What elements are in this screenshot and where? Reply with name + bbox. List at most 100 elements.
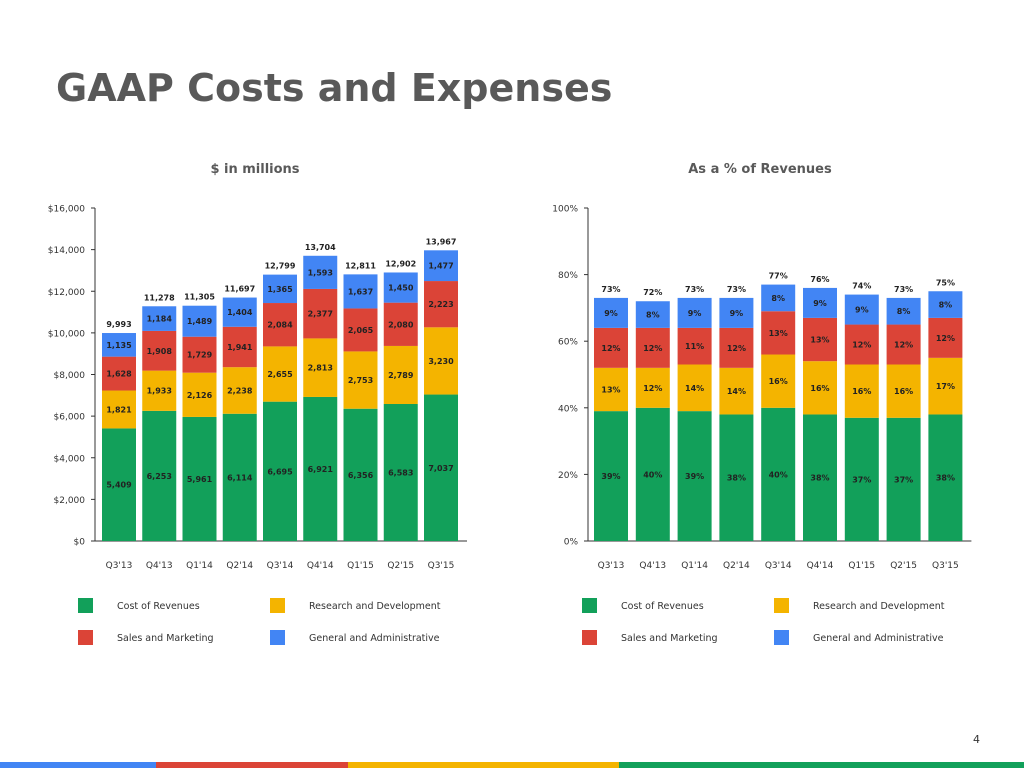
bar-segment bbox=[142, 330, 177, 371]
data-label: 5,409 bbox=[106, 481, 132, 490]
bar-segment bbox=[222, 326, 257, 368]
data-label: 39% bbox=[685, 472, 704, 481]
bar-segment bbox=[928, 357, 963, 415]
legend-swatch bbox=[270, 630, 285, 645]
total-label: 11,305 bbox=[184, 293, 215, 302]
data-label: 9% bbox=[604, 309, 618, 318]
footer-stripe-yellow bbox=[348, 762, 619, 768]
bar-segment bbox=[182, 372, 217, 417]
data-label: 13% bbox=[601, 385, 620, 394]
x-tick-label: Q2'15 bbox=[387, 561, 414, 571]
data-label: 1,933 bbox=[147, 387, 172, 396]
data-label: 39% bbox=[601, 472, 620, 481]
data-label: 37% bbox=[852, 475, 871, 484]
bar-segment bbox=[142, 410, 177, 541]
data-label: 9% bbox=[688, 309, 702, 318]
x-tick-label: Q4'13 bbox=[639, 561, 666, 571]
data-label: 9% bbox=[730, 309, 744, 318]
legend-swatch bbox=[582, 598, 597, 613]
x-tick-label: Q3'14 bbox=[765, 561, 792, 571]
y-tick-label: 0% bbox=[564, 538, 579, 548]
total-label: 12,811 bbox=[345, 261, 376, 270]
legend-label: Cost of Revenues bbox=[621, 601, 704, 612]
legend-label: General and Administrative bbox=[813, 633, 944, 644]
bar-segment bbox=[263, 303, 297, 347]
data-label: 12% bbox=[852, 341, 871, 350]
data-label: 1,628 bbox=[106, 370, 132, 379]
data-label: 2,753 bbox=[348, 376, 373, 385]
data-label: 1,184 bbox=[147, 315, 173, 324]
bar-segment bbox=[383, 345, 418, 404]
data-label: 2,126 bbox=[187, 391, 213, 400]
bar-segment bbox=[142, 370, 177, 411]
data-label: 9% bbox=[855, 306, 869, 315]
data-label: 6,921 bbox=[308, 465, 334, 474]
bar-segment bbox=[677, 297, 712, 328]
bar-segment bbox=[719, 367, 754, 415]
x-tick-label: Q3'14 bbox=[267, 561, 294, 571]
bar-segment bbox=[928, 317, 963, 358]
x-tick-label: Q3'13 bbox=[106, 561, 133, 571]
x-tick-label: Q2'15 bbox=[890, 561, 917, 571]
bar-segment bbox=[424, 250, 458, 282]
data-label: 37% bbox=[894, 475, 913, 484]
right-chart-title: As a % of Revenues bbox=[688, 162, 832, 177]
bar-segment bbox=[803, 414, 837, 541]
data-label: 16% bbox=[769, 377, 788, 386]
bar-segment bbox=[263, 401, 297, 541]
bar-segment bbox=[928, 291, 963, 318]
data-label: 2,080 bbox=[388, 320, 414, 329]
data-label: 38% bbox=[727, 474, 746, 483]
data-label: 2,377 bbox=[308, 310, 333, 319]
data-label: 14% bbox=[685, 384, 704, 393]
total-label: 73% bbox=[601, 285, 620, 294]
data-label: 1,821 bbox=[106, 405, 132, 414]
bar-segment bbox=[719, 414, 754, 541]
bar-segment bbox=[677, 411, 712, 541]
data-label: 1,365 bbox=[267, 285, 293, 294]
data-label: 2,084 bbox=[267, 321, 293, 330]
bar-segment bbox=[886, 297, 921, 325]
bar-segment bbox=[102, 428, 136, 541]
data-label: 8% bbox=[771, 294, 785, 303]
bar-segment bbox=[594, 327, 628, 368]
bar-segment bbox=[886, 417, 921, 541]
y-tick-label: 100% bbox=[552, 205, 578, 215]
bar-segment bbox=[803, 317, 837, 362]
x-tick-label: Q3'15 bbox=[428, 561, 455, 571]
data-label: 2,238 bbox=[227, 386, 253, 395]
bar-segment bbox=[343, 351, 378, 409]
bar-segment bbox=[928, 414, 963, 541]
legend-label: Research and Development bbox=[813, 601, 945, 612]
x-tick-label: Q4'14 bbox=[807, 561, 834, 571]
data-label: 6,114 bbox=[227, 473, 253, 482]
footer-stripe-red bbox=[156, 762, 348, 768]
legend-swatch bbox=[774, 630, 789, 645]
bar-segment bbox=[102, 333, 136, 357]
total-label: 72% bbox=[643, 288, 662, 297]
x-tick-label: Q2'14 bbox=[723, 561, 750, 571]
data-label: 5,961 bbox=[187, 475, 213, 484]
bar-segment bbox=[719, 327, 754, 368]
bar-segment bbox=[102, 356, 136, 391]
data-label: 1,637 bbox=[348, 287, 373, 296]
bar-segment bbox=[343, 408, 378, 541]
legend-swatch bbox=[582, 630, 597, 645]
data-label: 1,729 bbox=[187, 351, 213, 360]
data-label: 2,813 bbox=[308, 364, 333, 373]
data-label: 1,593 bbox=[308, 268, 333, 277]
bar-segment bbox=[263, 346, 297, 402]
y-tick-label: $6,000 bbox=[54, 413, 86, 423]
bar-segment bbox=[383, 403, 418, 541]
bar-segment bbox=[635, 301, 670, 328]
bar-segment bbox=[222, 413, 257, 541]
total-label: 11,278 bbox=[144, 293, 175, 302]
legend-label: Cost of Revenues bbox=[117, 601, 200, 612]
slide-title: GAAP Costs and Expenses bbox=[56, 66, 613, 110]
footer-stripe-green bbox=[619, 762, 1024, 768]
legend-swatch bbox=[78, 598, 93, 613]
data-label: 9% bbox=[813, 299, 827, 308]
y-tick-label: $14,000 bbox=[48, 246, 85, 256]
legend-label: General and Administrative bbox=[309, 633, 440, 644]
